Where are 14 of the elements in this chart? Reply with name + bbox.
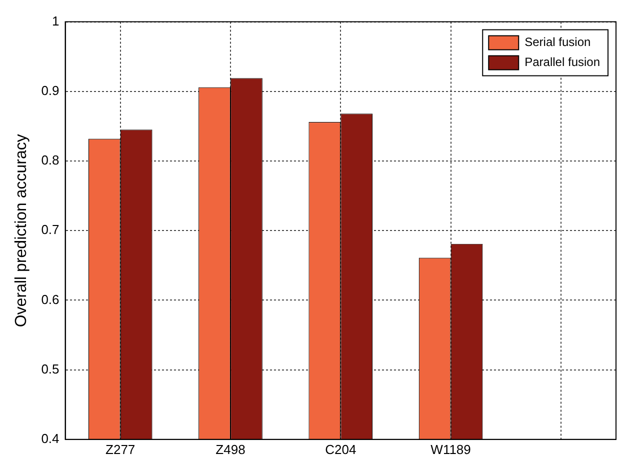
y-tick-label: 1 bbox=[52, 13, 60, 28]
y-tick-label: 0.9 bbox=[41, 82, 60, 98]
x-tick-label: C204 bbox=[325, 442, 356, 457]
y-tick-label: 0.4 bbox=[41, 430, 60, 446]
y-tick-label: 0.5 bbox=[41, 361, 60, 376]
y-tick-label: 0.8 bbox=[41, 152, 60, 168]
legend-label: Parallel fusion bbox=[524, 55, 600, 70]
x-tick-label: W1189 bbox=[430, 442, 471, 457]
x-tick-label: Z498 bbox=[216, 442, 246, 457]
legend-label: Serial fusion bbox=[524, 35, 591, 50]
y-axis-title: Overall prediction accuracy bbox=[13, 134, 30, 328]
y-tick-label: 0.7 bbox=[41, 222, 60, 238]
x-tick-label: Z277 bbox=[106, 442, 136, 457]
y-tick-label: 0.6 bbox=[41, 292, 60, 307]
